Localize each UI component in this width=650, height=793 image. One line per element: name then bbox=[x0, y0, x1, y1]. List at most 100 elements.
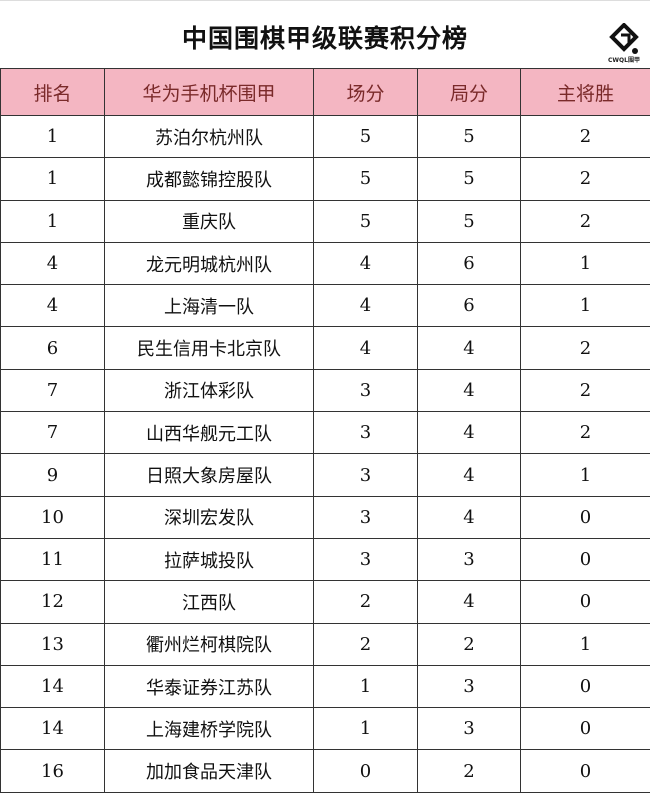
board1-wins-cell: 1 bbox=[521, 454, 650, 496]
board1-wins-cell: 2 bbox=[521, 200, 650, 242]
rank-cell: 12 bbox=[1, 581, 105, 623]
header-match-points: 场分 bbox=[314, 69, 418, 116]
board1-wins-cell: 2 bbox=[521, 369, 650, 411]
match-points-cell: 5 bbox=[314, 116, 418, 158]
match-points-cell: 5 bbox=[314, 158, 418, 200]
team-cell: 深圳宏发队 bbox=[105, 496, 314, 538]
match-points-cell: 5 bbox=[314, 200, 418, 242]
match-points-cell: 1 bbox=[314, 708, 418, 750]
rank-cell: 4 bbox=[1, 242, 105, 284]
game-points-cell: 6 bbox=[418, 285, 521, 327]
board1-wins-cell: 0 bbox=[521, 538, 650, 580]
game-points-cell: 2 bbox=[418, 623, 521, 665]
team-cell: 华泰证券江苏队 bbox=[105, 665, 314, 707]
board1-wins-cell: 2 bbox=[521, 158, 650, 200]
logo-text: CWQL围甲 bbox=[604, 55, 644, 64]
rank-cell: 13 bbox=[1, 623, 105, 665]
team-cell: 重庆队 bbox=[105, 200, 314, 242]
team-cell: 衢州烂柯棋院队 bbox=[105, 623, 314, 665]
game-points-cell: 4 bbox=[418, 496, 521, 538]
rank-cell: 16 bbox=[1, 750, 105, 792]
team-cell: 成都懿锦控股队 bbox=[105, 158, 314, 200]
match-points-cell: 1 bbox=[314, 665, 418, 707]
game-points-cell: 4 bbox=[418, 327, 521, 369]
match-points-cell: 2 bbox=[314, 581, 418, 623]
rank-cell: 7 bbox=[1, 412, 105, 454]
board1-wins-cell: 1 bbox=[521, 623, 650, 665]
cwql-logo: CWQL围甲 bbox=[604, 23, 644, 67]
board1-wins-cell: 0 bbox=[521, 708, 650, 750]
board1-wins-cell: 1 bbox=[521, 285, 650, 327]
rank-cell: 1 bbox=[1, 116, 105, 158]
match-points-cell: 4 bbox=[314, 327, 418, 369]
match-points-cell: 4 bbox=[314, 242, 418, 284]
rank-cell: 1 bbox=[1, 200, 105, 242]
rank-cell: 11 bbox=[1, 538, 105, 580]
rank-cell: 7 bbox=[1, 369, 105, 411]
team-cell: 苏泊尔杭州队 bbox=[105, 116, 314, 158]
game-points-cell: 3 bbox=[418, 538, 521, 580]
header-board1-wins: 主将胜 bbox=[521, 69, 650, 116]
team-cell: 龙元明城杭州队 bbox=[105, 242, 314, 284]
header-game-points: 局分 bbox=[418, 69, 521, 116]
rank-cell: 1 bbox=[1, 158, 105, 200]
rank-cell: 10 bbox=[1, 496, 105, 538]
board1-wins-cell: 2 bbox=[521, 327, 650, 369]
header-row: 排名华为手机杯围甲场分局分主将胜 bbox=[1, 69, 650, 116]
rank-cell: 14 bbox=[1, 665, 105, 707]
game-points-cell: 4 bbox=[418, 369, 521, 411]
board1-wins-cell: 2 bbox=[521, 116, 650, 158]
team-cell: 拉萨城投队 bbox=[105, 538, 314, 580]
match-points-cell: 4 bbox=[314, 285, 418, 327]
title-bar: 中国围棋甲级联赛积分榜 CWQL围甲 bbox=[0, 0, 650, 68]
rank-cell: 4 bbox=[1, 285, 105, 327]
match-points-cell: 3 bbox=[314, 454, 418, 496]
cwql-logo-icon bbox=[609, 23, 639, 55]
game-points-cell: 4 bbox=[418, 412, 521, 454]
header-team: 华为手机杯围甲 bbox=[105, 69, 314, 116]
team-cell: 日照大象房屋队 bbox=[105, 454, 314, 496]
team-cell: 上海清一队 bbox=[105, 285, 314, 327]
team-cell: 上海建桥学院队 bbox=[105, 708, 314, 750]
game-points-cell: 5 bbox=[418, 158, 521, 200]
rank-cell: 14 bbox=[1, 708, 105, 750]
game-points-cell: 4 bbox=[418, 581, 521, 623]
match-points-cell: 2 bbox=[314, 623, 418, 665]
rank-cell: 9 bbox=[1, 454, 105, 496]
board1-wins-cell: 0 bbox=[521, 496, 650, 538]
board1-wins-cell: 1 bbox=[521, 242, 650, 284]
match-points-cell: 3 bbox=[314, 412, 418, 454]
game-points-cell: 5 bbox=[418, 200, 521, 242]
rank-cell: 6 bbox=[1, 327, 105, 369]
team-cell: 山西华舰元工队 bbox=[105, 412, 314, 454]
team-cell: 江西队 bbox=[105, 581, 314, 623]
board1-wins-cell: 0 bbox=[521, 581, 650, 623]
game-points-cell: 4 bbox=[418, 454, 521, 496]
team-cell: 浙江体彩队 bbox=[105, 369, 314, 411]
board1-wins-cell: 2 bbox=[521, 412, 650, 454]
game-points-cell: 2 bbox=[418, 750, 521, 792]
match-points-cell: 3 bbox=[314, 496, 418, 538]
game-points-cell: 6 bbox=[418, 242, 521, 284]
team-cell: 加加食品天津队 bbox=[105, 750, 314, 792]
match-points-cell: 0 bbox=[314, 750, 418, 792]
match-points-cell: 3 bbox=[314, 369, 418, 411]
game-points-cell: 3 bbox=[418, 665, 521, 707]
